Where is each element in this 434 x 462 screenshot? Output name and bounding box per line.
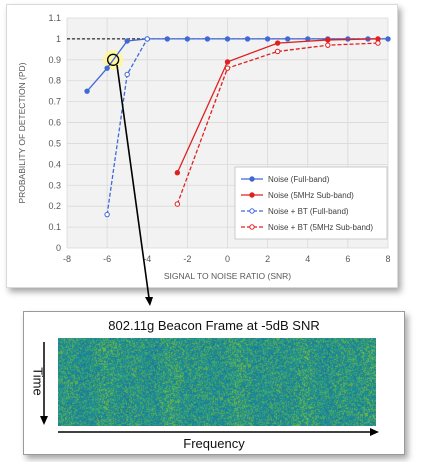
data-point [104, 65, 110, 71]
y-tick-label: 0 [56, 243, 61, 253]
x-tick-label: 6 [345, 254, 350, 264]
data-point [144, 36, 150, 42]
legend-marker [249, 224, 255, 230]
x-tick-label: 2 [265, 254, 270, 264]
data-point [325, 42, 331, 48]
y-tick-label: 0.2 [48, 201, 61, 211]
x-axis-title: SIGNAL TO NOISE RATIO (SNR) [164, 271, 291, 281]
legend-marker [249, 176, 255, 182]
spectrogram-panel: 802.11g Beacon Frame at -5dB SNR Time Fr… [23, 311, 405, 455]
data-point [305, 36, 311, 42]
x-tick-label: -2 [183, 254, 191, 264]
series-line [176, 42, 378, 205]
spectrogram-title: 802.11g Beacon Frame at -5dB SNR [108, 318, 320, 333]
data-point [124, 71, 130, 78]
series-line [86, 38, 388, 92]
callout-arrowhead-icon [145, 297, 153, 306]
data-point [104, 211, 110, 218]
data-point [325, 37, 331, 43]
legend-label: Noise + BT (Full-band) [268, 207, 349, 216]
x-tick-label: 0 [225, 254, 230, 264]
spectrogram-image [58, 338, 376, 426]
y-tick-label: 1.1 [48, 13, 61, 23]
data-point [224, 65, 231, 71]
y-tick-label: 0.3 [48, 180, 61, 190]
x-tick-label: -8 [63, 254, 71, 264]
legend-label: Noise (5MHz Sub-band) [268, 191, 354, 200]
y-tick-label: 0.1 [48, 222, 61, 232]
chart-svg: 0 0.1 0.2 0.3 0.4 0.5 0.6 0.7 0.8 0.9 1 1.1 -8 -6 -4 -2… [17, 13, 391, 281]
x-tick-label: 8 [385, 254, 390, 264]
detection-probability-chart: 0 0.1 0.2 0.3 0.4 0.5 0.6 0.7 0.8 0.9 1 1.1 -8 -6 -4 -2… [6, 4, 398, 288]
data-point [274, 48, 281, 55]
y-tick-label: 0.8 [48, 76, 61, 86]
data-point [375, 40, 381, 46]
y-tick-label: 0.6 [48, 118, 61, 128]
data-point [174, 201, 181, 207]
data-point [284, 36, 291, 42]
time-axis-label: Time [30, 367, 46, 396]
data-point [204, 36, 211, 42]
y-tick-label: 0.7 [48, 97, 61, 107]
x-tick-label: 4 [305, 254, 310, 264]
y-axis-title: PROBABILITY OF DETECTION (PD) [17, 62, 27, 203]
y-tick-label: 1 [56, 34, 61, 44]
x-tick-label: -4 [143, 254, 151, 264]
data-point [84, 88, 90, 94]
legend-label: Noise (Full-band) [268, 175, 330, 184]
frequency-arrowhead-icon [370, 428, 379, 436]
x-tick-label: -6 [103, 254, 111, 264]
data-point [184, 36, 191, 42]
data-point [264, 36, 271, 42]
data-point [244, 36, 251, 42]
y-tick-label: 0.5 [48, 138, 61, 148]
data-point [164, 36, 171, 42]
legend-label: Noise + BT (5MHz Sub-band) [268, 223, 373, 232]
data-point [385, 36, 391, 42]
y-tick-label: 0.4 [48, 159, 61, 169]
legend-marker [249, 208, 255, 214]
data-point [224, 36, 231, 42]
highlight-ring [106, 53, 120, 66]
time-arrowhead-icon [40, 416, 48, 425]
spectrogram-axes [40, 342, 379, 436]
y-tick-label: 0.9 [48, 55, 61, 65]
data-point [174, 170, 181, 176]
frequency-axis-label: Frequency [183, 436, 245, 451]
legend-marker [249, 192, 255, 198]
data-point [224, 59, 231, 65]
data-point [124, 38, 130, 44]
data-point [274, 40, 281, 46]
